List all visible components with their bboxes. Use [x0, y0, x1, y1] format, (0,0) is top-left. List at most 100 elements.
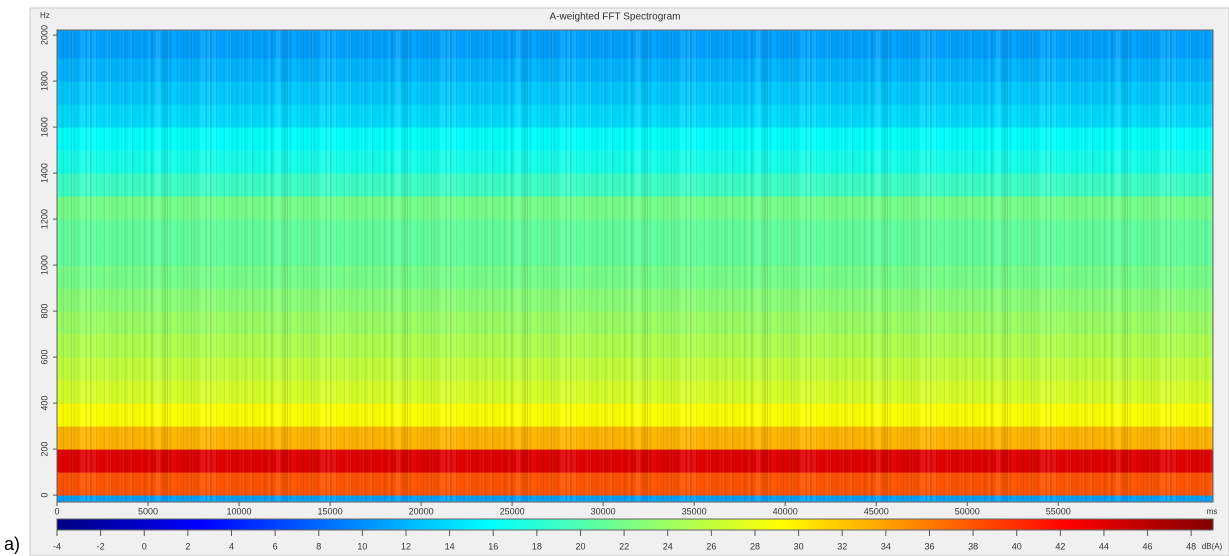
- colorbar-cell: [348, 519, 353, 530]
- colorbar-cell: [585, 519, 590, 530]
- colorbar-cell: [1137, 519, 1142, 530]
- colorbar-tick-label: -2: [97, 541, 105, 551]
- colorbar-cell: [799, 519, 804, 530]
- colorbar-cell: [1094, 519, 1098, 530]
- colorbar-cell: [386, 519, 390, 530]
- colorbar-cell: [409, 519, 414, 530]
- colorbar-cell: [389, 519, 393, 530]
- colorbar-cell: [701, 519, 705, 530]
- colorbar-cell: [421, 519, 425, 530]
- colorbar-cell: [432, 519, 437, 530]
- colorbar-cell: [710, 519, 714, 530]
- x-tick-label: 15000: [318, 506, 343, 516]
- colorbar-cell: [854, 519, 859, 530]
- colorbar-cell: [227, 519, 231, 530]
- colorbar-cell: [921, 519, 925, 530]
- colorbar-cell: [860, 519, 864, 530]
- colorbar-cell: [519, 519, 523, 530]
- colorbar-cell: [999, 519, 1003, 530]
- colorbar-cell: [782, 519, 786, 530]
- colorbar-cell: [912, 519, 916, 530]
- colorbar-cell: [545, 519, 549, 530]
- colorbar-cell: [640, 519, 645, 530]
- colorbar-cell: [158, 519, 162, 530]
- colorbar-cell: [65, 519, 70, 530]
- colorbar-cell: [1082, 519, 1087, 530]
- colorbar-cell: [1198, 519, 1203, 530]
- colorbar-cell: [172, 519, 177, 530]
- colorbar-cell: [487, 519, 492, 530]
- colorbar-cell: [305, 519, 310, 530]
- colorbar-cell: [765, 519, 769, 530]
- x-tick-label: 45000: [864, 506, 889, 516]
- colorbar-cell: [935, 519, 940, 530]
- colorbar-cell: [950, 519, 954, 530]
- colorbar-cell: [1175, 519, 1179, 530]
- colorbar-cell: [845, 519, 850, 530]
- colorbar-cell: [1010, 519, 1015, 530]
- y-tick-label: 600: [39, 350, 49, 365]
- colorbar-cell: [1036, 519, 1041, 530]
- x-tick-label: 25000: [500, 506, 525, 516]
- chart-title: A-weighted FFT Spectrogram: [550, 12, 681, 23]
- colorbar-tick-label: 20: [575, 541, 585, 551]
- colorbar-cell: [938, 519, 942, 530]
- colorbar-cell: [1120, 519, 1125, 530]
- colorbar-border: [56, 518, 1214, 531]
- colorbar-cell: [314, 519, 318, 530]
- colorbar-cell: [1062, 519, 1067, 530]
- colorbar-cell: [993, 519, 997, 530]
- colorbar-cell: [739, 519, 743, 530]
- colorbar-cell: [620, 519, 625, 530]
- colorbar-cell: [1186, 519, 1191, 530]
- colorbar-cell: [135, 519, 139, 530]
- colorbar-cell: [74, 519, 78, 530]
- colorbar-cell: [490, 519, 494, 530]
- colorbar-cell: [614, 519, 619, 530]
- colorbar-cell: [450, 519, 454, 530]
- colorbar-cell: [580, 519, 584, 530]
- colorbar-cell: [704, 519, 708, 530]
- colorbar-cell: [513, 519, 518, 530]
- colorbar-tick-label: 4: [229, 541, 234, 551]
- colorbar-cell: [319, 519, 324, 530]
- colorbar-tick-label: 0: [142, 541, 147, 551]
- colorbar-cell: [380, 519, 385, 530]
- colorbar-cell: [470, 519, 474, 530]
- colorbar-cell: [759, 519, 763, 530]
- colorbar-cell: [663, 519, 668, 530]
- colorbar-cell: [163, 519, 168, 530]
- colorbar-cell: [869, 519, 873, 530]
- colorbar-cell: [791, 519, 795, 530]
- colorbar-cell: [892, 519, 896, 530]
- colorbar-cell: [1117, 519, 1122, 530]
- colorbar-cell: [117, 519, 122, 530]
- colorbar-cell: [452, 519, 457, 530]
- colorbar-cell: [360, 519, 364, 530]
- colorbar-cell: [1054, 519, 1058, 530]
- x-tick-label: 50000: [955, 506, 980, 516]
- colorbar-cell: [1080, 519, 1084, 530]
- colorbar-cell: [779, 519, 783, 530]
- colorbar-cell: [533, 519, 538, 530]
- colorbar-cell: [1172, 519, 1177, 530]
- colorbar-cell: [1192, 519, 1197, 530]
- colorbar-cell: [1045, 519, 1049, 530]
- colorbar-cell: [525, 519, 529, 530]
- colorbar-cell: [372, 519, 376, 530]
- colorbar-cell: [458, 519, 463, 530]
- colorbar-cell: [403, 519, 408, 530]
- colorbar-cell: [369, 519, 373, 530]
- colorbar-cell: [727, 519, 731, 530]
- colorbar-cell: [1134, 519, 1139, 530]
- colorbar-cell: [591, 519, 596, 530]
- colorbar-cell: [796, 519, 801, 530]
- colorbar-cell: [467, 519, 471, 530]
- colorbar-cell: [111, 519, 116, 530]
- colorbar-cell: [331, 519, 336, 530]
- colorbar-cell: [730, 519, 734, 530]
- colorbar-cell: [944, 519, 948, 530]
- colorbar-cell: [262, 519, 266, 530]
- colorbar-cell: [649, 519, 653, 530]
- colorbar-cell: [877, 519, 882, 530]
